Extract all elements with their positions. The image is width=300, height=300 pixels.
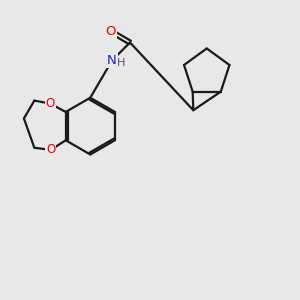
Text: N: N: [107, 54, 117, 67]
Text: O: O: [105, 25, 116, 38]
Text: H: H: [117, 58, 125, 68]
Text: O: O: [46, 143, 56, 156]
Text: O: O: [46, 97, 55, 110]
